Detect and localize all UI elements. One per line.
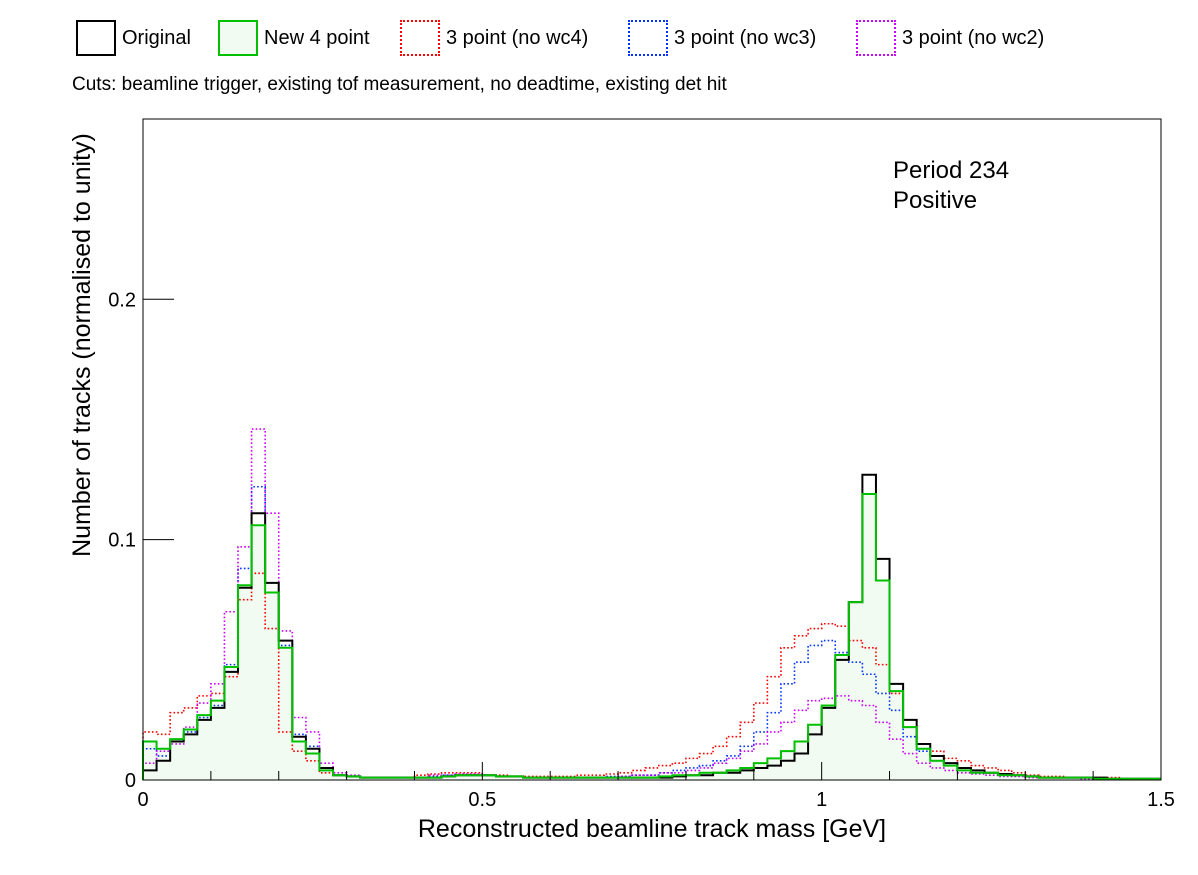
legend-item-original: Original	[76, 18, 191, 58]
legend-label-new-4-point: New 4 point	[264, 26, 370, 49]
series-fill-new-4-point	[143, 493, 1161, 780]
legend-swatch-new-4-point	[218, 20, 258, 56]
x-tick-label: 1	[816, 789, 827, 811]
y-tick-label: 0.1	[108, 530, 136, 552]
plot-frame	[142, 118, 1162, 781]
legend-swatch-no-wc4	[400, 20, 440, 56]
x-tick-label: 0.5	[468, 789, 496, 811]
y-axis-label: Number of tracks (normalised to unity)	[68, 133, 96, 557]
legend-item-new-4-point: New 4 point	[218, 18, 370, 58]
legend-item-no-wc4: 3 point (no wc4)	[400, 18, 588, 58]
x-tick-label: 0	[137, 789, 148, 811]
legend-label-no-wc4: 3 point (no wc4)	[446, 26, 589, 49]
x-axis-label: Reconstructed beamline track mass [GeV]	[418, 815, 886, 843]
legend-swatch-no-wc2	[856, 20, 896, 56]
axes-layer: 0 0.5 1 1.5 0 0.1 0.2	[108, 289, 1175, 811]
legend-swatch-no-wc3	[628, 20, 668, 56]
legend-label-no-wc3: 3 point (no wc3)	[674, 26, 817, 49]
series-line-3-point-no-wc2	[142, 428, 1161, 780]
legend-item-no-wc3: 3 point (no wc3)	[628, 18, 816, 58]
legend: Original New 4 point 3 point (no wc4) 3 …	[0, 0, 1198, 70]
y-tick-label: 0.2	[108, 289, 136, 311]
cuts-caption: Cuts: beamline trigger, existing tof mea…	[72, 74, 727, 95]
annotation-charge: Positive	[893, 187, 977, 214]
series-layer	[142, 428, 1161, 780]
y-tick-label: 0	[125, 770, 136, 792]
x-tick-label: 1.5	[1147, 789, 1175, 811]
annotation-period: Period 234	[893, 157, 1009, 184]
series-line-3-point-no-wc4	[142, 572, 1161, 780]
legend-item-no-wc2: 3 point (no wc2)	[856, 18, 1044, 58]
series-line-new-4-point	[142, 492, 1161, 780]
legend-label-original: Original	[122, 26, 191, 49]
legend-label-no-wc2: 3 point (no wc2)	[902, 26, 1045, 49]
legend-swatch-original	[76, 20, 116, 56]
